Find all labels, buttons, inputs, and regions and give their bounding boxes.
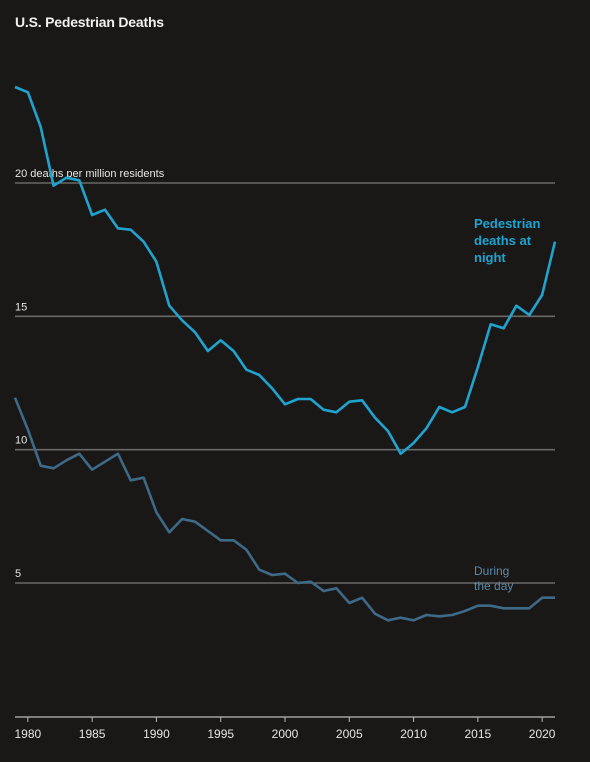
x-tick-label: 1980 <box>15 727 42 741</box>
chart-title: U.S. Pedestrian Deaths <box>15 14 164 30</box>
day-series-label: During <box>474 564 509 578</box>
x-tick-label: 2020 <box>529 727 556 741</box>
day-series-label: the day <box>474 579 513 593</box>
x-tick-label: 1985 <box>79 727 106 741</box>
y-tick-label: 10 <box>15 435 27 447</box>
x-tick-label: 2010 <box>400 727 427 741</box>
x-tick-label: 2005 <box>336 727 363 741</box>
night-series-line <box>14 85 557 455</box>
day-series-line <box>13 397 555 622</box>
x-tick-label: 2015 <box>465 727 492 741</box>
x-tick-label: 1990 <box>143 727 170 741</box>
night-series-label: deaths at <box>474 233 532 248</box>
night-series-label: night <box>474 250 506 265</box>
y-tick-label: 5 <box>15 568 21 580</box>
series-lines <box>13 85 557 622</box>
x-tick-label: 2000 <box>272 727 299 741</box>
y-tick-label: 15 <box>15 301 27 313</box>
x-tick-label: 1995 <box>207 727 234 741</box>
night-series-label: Pedestrian <box>474 216 541 231</box>
x-axis: 1980 1985 1990 1995 2000 2005 2010 2015 2020 <box>15 716 556 741</box>
y-tick-label: 20 deaths per million residents <box>15 168 165 180</box>
